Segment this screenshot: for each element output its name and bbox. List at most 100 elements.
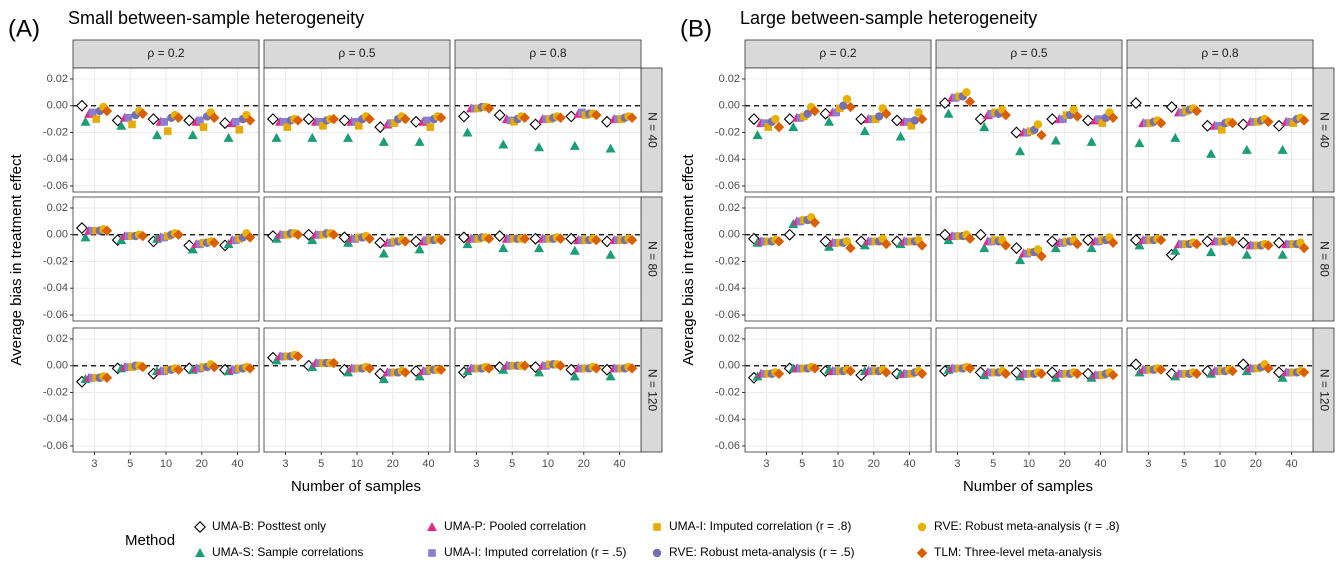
facet-row-label: N = 40 <box>645 112 659 148</box>
point <box>1217 125 1226 134</box>
point <box>974 228 987 241</box>
point <box>1086 136 1097 146</box>
point <box>163 127 172 135</box>
point <box>483 363 495 374</box>
point <box>187 244 198 254</box>
y-tick-label: -0.02 <box>43 255 68 267</box>
point <box>364 363 375 374</box>
point <box>591 109 602 121</box>
x-tick-label: 40 <box>613 458 625 470</box>
point <box>410 235 422 248</box>
point <box>760 119 769 127</box>
y-tick-label: 0.00 <box>719 360 740 372</box>
x-tick-label: 10 <box>1023 458 1035 470</box>
x-tick-label: 10 <box>542 458 554 470</box>
point <box>1033 120 1043 129</box>
point <box>1107 237 1119 248</box>
point <box>871 115 880 123</box>
point <box>378 374 389 384</box>
point <box>1263 116 1274 127</box>
point <box>601 115 613 128</box>
facet-border <box>744 196 932 322</box>
x-tick-label: 5 <box>1181 458 1187 470</box>
x-tick-label: 40 <box>1094 458 1106 470</box>
point <box>374 121 387 134</box>
point <box>1134 138 1145 148</box>
x-tick-label: 20 <box>387 458 399 470</box>
point <box>457 110 470 123</box>
legend-key <box>195 548 205 557</box>
point <box>962 88 971 97</box>
y-tick-label: -0.04 <box>43 153 68 165</box>
point <box>1227 365 1238 377</box>
legend-label: UMA-I: Imputed correlation (r = .5) <box>444 545 626 559</box>
point <box>855 113 868 126</box>
legend-key <box>427 522 437 531</box>
point <box>223 132 234 142</box>
point <box>183 114 196 127</box>
y-tick-label: -0.04 <box>715 153 740 165</box>
point <box>75 99 88 112</box>
x-axis-title: Number of samples <box>963 478 1093 495</box>
point <box>498 139 509 149</box>
point <box>137 361 148 373</box>
legend-label: UMA-S: Sample correlations <box>212 545 363 559</box>
point <box>1000 109 1011 121</box>
point <box>1129 97 1142 110</box>
point <box>328 113 339 125</box>
point <box>591 234 602 246</box>
facet-strip <box>744 39 932 69</box>
y-tick-label: -0.02 <box>43 386 68 398</box>
panel-title: Large between-sample heterogeneity <box>740 8 1037 28</box>
point <box>626 234 638 246</box>
point <box>943 108 954 118</box>
y-tick-label: 0.02 <box>719 202 740 214</box>
point <box>1191 238 1202 250</box>
point <box>891 114 903 127</box>
point <box>173 229 184 240</box>
point <box>626 363 638 374</box>
point <box>137 230 148 242</box>
point <box>529 361 542 374</box>
facet-row-label: N = 120 <box>1317 369 1331 412</box>
point <box>128 120 136 129</box>
y-tick-label: 0.00 <box>47 229 68 241</box>
y-tick-label: -0.02 <box>715 255 740 267</box>
point <box>773 368 785 379</box>
point <box>800 112 808 121</box>
facet-border <box>72 196 260 322</box>
y-tick-label: -0.02 <box>715 126 740 138</box>
point <box>80 116 91 126</box>
point <box>343 132 354 142</box>
point <box>1155 117 1167 129</box>
point <box>1072 238 1083 250</box>
point <box>1170 132 1181 142</box>
point <box>1129 358 1142 371</box>
point <box>414 244 425 254</box>
panel-label: (B) <box>680 15 712 42</box>
x-tick-label: 40 <box>903 458 915 470</box>
facet-strip <box>72 39 260 69</box>
point <box>819 107 832 120</box>
point <box>364 113 375 125</box>
point <box>422 116 431 125</box>
facet-column-label: ρ = 0.8 <box>1201 46 1239 60</box>
point <box>219 117 231 130</box>
point <box>916 368 928 379</box>
point <box>839 101 848 110</box>
x-tick-label: 3 <box>1145 458 1151 470</box>
y-tick-label: -0.04 <box>43 413 68 425</box>
point <box>483 103 495 114</box>
point <box>874 112 884 121</box>
point <box>244 115 256 126</box>
point <box>601 235 613 248</box>
point <box>1237 118 1250 131</box>
point <box>209 237 220 248</box>
point <box>302 113 315 126</box>
point <box>1069 105 1078 114</box>
point <box>771 114 780 124</box>
x-tick-label: 3 <box>763 458 769 470</box>
y-tick-label: -0.06 <box>715 180 740 192</box>
point <box>809 363 820 374</box>
